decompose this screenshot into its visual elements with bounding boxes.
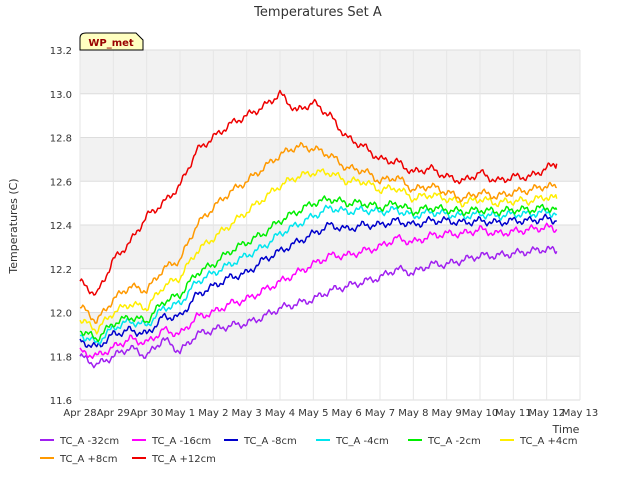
series-line bbox=[79, 141, 558, 324]
series-line bbox=[79, 195, 558, 343]
legend-entry: TC_A -4cm bbox=[335, 436, 389, 447]
legend-entry: TC_A -32cm bbox=[59, 436, 119, 447]
x-tick-label: May 5 bbox=[298, 408, 328, 419]
legend-entry: TC_A -2cm bbox=[427, 436, 481, 447]
chart-title: Temperatures Set A bbox=[253, 5, 382, 20]
y-axis-label: Temperatures (C) bbox=[7, 178, 20, 274]
x-tick-label: May 11 bbox=[495, 408, 532, 419]
y-tick-label: 12.4 bbox=[50, 221, 72, 232]
series-line bbox=[79, 168, 558, 335]
x-axis-label: Time bbox=[552, 423, 580, 436]
x-tick-label: Apr 30 bbox=[130, 408, 163, 419]
series-line bbox=[79, 89, 558, 296]
plot-band bbox=[80, 312, 580, 357]
y-tick-label: 12.8 bbox=[50, 134, 72, 145]
x-tick-label: May 12 bbox=[528, 408, 565, 419]
station-badge: WP_met bbox=[79, 32, 144, 51]
plot-area bbox=[79, 49, 581, 401]
x-axis: Apr 28 Apr 29 Apr 30 May 1 May 2 May 3 May 4 Ma… bbox=[63, 408, 598, 419]
x-tick-label: May 8 bbox=[398, 408, 428, 419]
plot-band bbox=[80, 225, 580, 269]
x-tick-label: May 9 bbox=[432, 408, 462, 419]
x-tick-label: May 13 bbox=[562, 408, 599, 419]
legend-entry: TC_A +8cm bbox=[59, 454, 118, 465]
x-tick-label: May 7 bbox=[365, 408, 395, 419]
plot-band bbox=[80, 50, 580, 94]
legend-entry: TC_A +4cm bbox=[519, 436, 578, 447]
x-tick-label: Apr 28 bbox=[63, 408, 96, 419]
legend: TC_A -32cm TC_A -16cm TC_A -8cm TC_A -4cm TC… bbox=[40, 436, 578, 465]
station-badge-shape bbox=[79, 32, 144, 51]
legend-entry: TC_A +12cm bbox=[151, 454, 216, 465]
x-tick-label: Apr 29 bbox=[97, 408, 130, 419]
legend-entry: TC_A -8cm bbox=[243, 436, 297, 447]
station-badge-label: WP_met bbox=[88, 38, 134, 49]
legend-entry: TC_A -16cm bbox=[151, 436, 211, 447]
y-tick-label: 13.0 bbox=[50, 90, 72, 101]
y-tick-label: 12.6 bbox=[50, 177, 72, 188]
plot-band bbox=[80, 137, 580, 182]
y-tick-label: 11.6 bbox=[50, 396, 72, 407]
series-line bbox=[79, 245, 558, 369]
x-tick-label: May 10 bbox=[462, 408, 499, 419]
series-line bbox=[79, 213, 558, 349]
x-tick-label: May 2 bbox=[198, 408, 228, 419]
y-tick-label: 11.8 bbox=[50, 352, 72, 363]
x-tick-label: May 3 bbox=[232, 408, 262, 419]
y-axis: 11.6 11.8 12.0 12.2 12.4 12.6 12.8 13.0 13.2 bbox=[50, 46, 72, 407]
y-tick-label: 12.0 bbox=[50, 309, 72, 320]
series-line bbox=[79, 222, 558, 360]
series-lines bbox=[79, 89, 558, 369]
series-line bbox=[79, 204, 558, 345]
x-tick-label: May 4 bbox=[265, 408, 295, 419]
y-tick-label: 12.2 bbox=[50, 265, 72, 276]
y-tick-label: 13.2 bbox=[50, 46, 72, 57]
x-tick-label: May 1 bbox=[165, 408, 195, 419]
x-tick-label: May 6 bbox=[332, 408, 362, 419]
